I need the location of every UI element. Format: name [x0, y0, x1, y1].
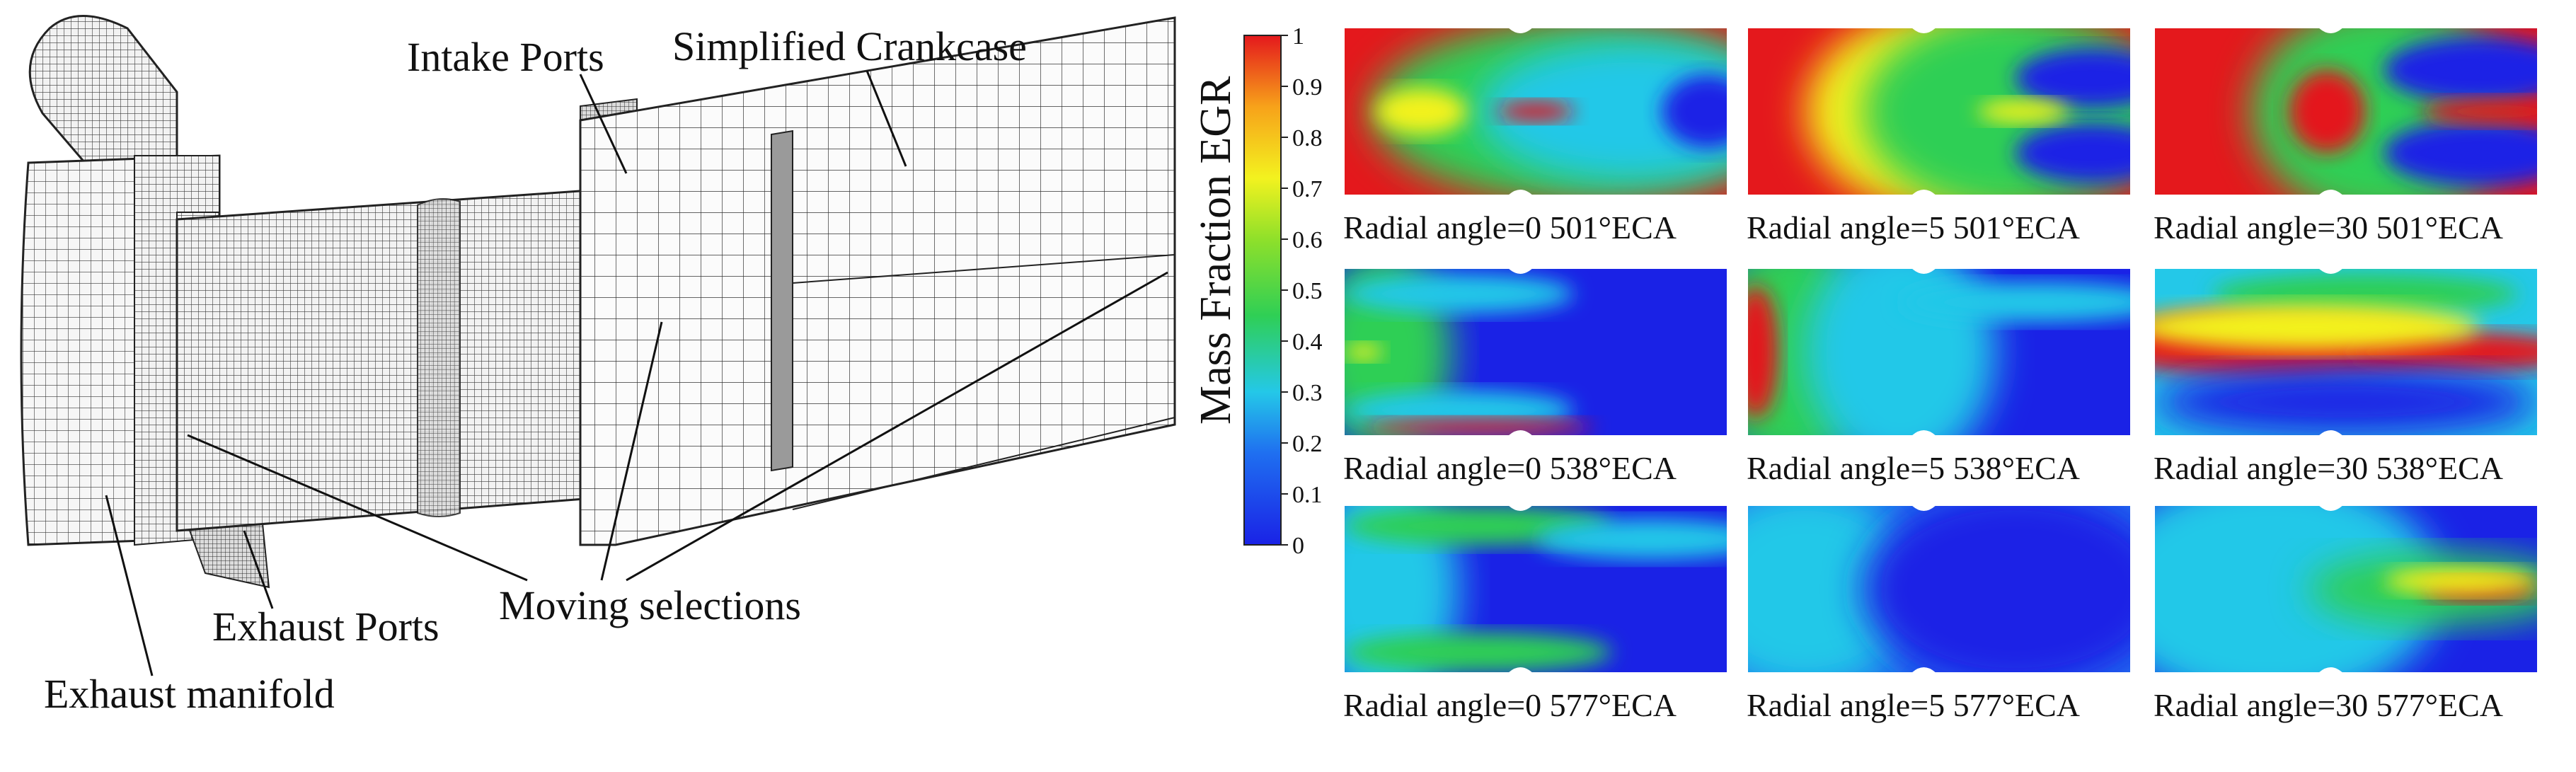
colorbar-tick-label: 0.3	[1292, 380, 1323, 406]
contour-caption: Radial angle=5 501°ECA	[1747, 209, 2080, 246]
contour-region	[1662, 74, 1727, 149]
contour-panel	[1345, 269, 1727, 435]
egr-contour-grid: Radial angle=0 501°ECA Radial angle=5 501…	[1343, 28, 2537, 723]
leader-simplified-crankcase	[866, 70, 907, 167]
port-notch	[1509, 506, 1532, 511]
contour-region	[2016, 122, 2130, 183]
port-notch	[2319, 506, 2342, 511]
contour-panel	[2155, 28, 2537, 195]
contour-region	[2016, 48, 2130, 108]
contour-region	[2212, 274, 2518, 314]
contour-region	[2289, 69, 2365, 154]
port-notch	[1912, 430, 1936, 435]
leader-moving-3	[626, 271, 1168, 582]
port-notch	[1912, 269, 1936, 274]
port-notch	[2319, 269, 2342, 274]
contour-region	[2422, 98, 2537, 125]
contour-panel	[1748, 506, 2130, 672]
label-moving-selections: Moving selections	[499, 582, 801, 628]
contour-region	[1345, 632, 1612, 672]
port-notch	[1912, 190, 1936, 195]
contour-panel	[1748, 28, 2130, 195]
contour-caption: Radial angle=30 577°ECA	[2154, 687, 2503, 723]
label-exhaust-ports: Exhaust Ports	[212, 604, 439, 650]
exhaust-pipe-elbow	[28, 15, 178, 164]
piston-mesh	[771, 129, 793, 472]
port-notch	[1912, 506, 1936, 511]
colorbar-tick-label: 1	[1292, 23, 1304, 50]
leader-moving-1	[187, 434, 528, 582]
contour-panel	[1748, 269, 2130, 435]
colorbar-tick-label: 0.2	[1292, 431, 1323, 457]
contour-region	[2384, 36, 2537, 103]
leader-exhaust-ports	[243, 530, 274, 609]
cylinder-waist	[417, 198, 461, 517]
contour-region	[2155, 304, 2480, 351]
contour-region	[1863, 506, 2130, 672]
contour-caption: Radial angle=0 577°ECA	[1343, 687, 1677, 723]
leader-intake-ports	[579, 74, 628, 174]
contour-region	[1345, 506, 1459, 672]
contour-region	[1345, 343, 1383, 361]
colorbar-gradient	[1243, 35, 1282, 546]
label-intake-ports: Intake Ports	[407, 34, 604, 80]
contour-region	[1497, 101, 1574, 122]
crankcase-edge	[792, 254, 1175, 284]
contour-caption: Radial angle=0 501°ECA	[1343, 209, 1677, 246]
port-notch	[1912, 667, 1936, 672]
contour-region	[1345, 274, 1574, 314]
colorbar-tick-label: 0.8	[1292, 125, 1323, 151]
label-exhaust-manifold: Exhaust manifold	[44, 671, 335, 717]
port-notch	[1912, 28, 1936, 33]
colorbar-tick-label: 0.5	[1292, 278, 1323, 304]
contour-region	[1478, 41, 1727, 182]
contour-caption: Radial angle=30 501°ECA	[2154, 209, 2503, 246]
port-notch	[1509, 28, 1532, 33]
port-notch	[2319, 430, 2342, 435]
contour-region	[2155, 506, 2442, 672]
contour-region	[1805, 269, 1996, 435]
contour-panel	[1345, 506, 1727, 672]
port-notch	[2319, 28, 2342, 33]
port-notch	[1509, 269, 1532, 274]
cylinder-liner-mesh	[176, 186, 631, 532]
colorbar-tick-label: 0.7	[1292, 176, 1323, 202]
port-notch	[2319, 190, 2342, 195]
contour-region	[1536, 519, 1727, 560]
contour-caption: Radial angle=5 538°ECA	[1747, 450, 2080, 486]
colorbar-title: Mass Fraction EGR	[1192, 76, 1240, 425]
colorbar-tick-label: 0.4	[1292, 329, 1323, 355]
port-notch	[1509, 667, 1532, 672]
contour-region	[1375, 88, 1467, 135]
colorbar-tick-label: 0	[1292, 533, 1304, 559]
colorbar: Mass Fraction EGR 1 0.9 0.8 0.7 0.6 0.5 0.4 0.3…	[1192, 23, 1323, 559]
contour-panel	[2155, 269, 2537, 435]
engine-mesh-illustration: Intake Ports Simplified Crankcase Moving…	[20, 15, 1176, 717]
colorbar-ticks: 1 0.9 0.8 0.7 0.6 0.5 0.4 0.3 0.2 0.1 0	[1281, 23, 1323, 559]
contour-region	[2384, 567, 2537, 594]
contour-caption: Radial angle=5 577°ECA	[1747, 687, 2080, 723]
contour-caption: Radial angle=0 538°ECA	[1343, 450, 1677, 486]
contour-region	[1364, 418, 1593, 435]
contour-region	[1977, 100, 2069, 123]
contour-caption: Radial angle=30 538°ECA	[2154, 450, 2503, 486]
port-notch	[2319, 667, 2342, 672]
contour-panel	[2155, 506, 2537, 672]
leader-moving-2	[600, 321, 663, 581]
contour-region	[2155, 369, 2537, 435]
colorbar-tick-label: 0.9	[1292, 74, 1323, 100]
leader-exhaust-manifold	[105, 495, 154, 676]
contour-region	[1901, 282, 2130, 323]
port-notch	[1509, 430, 1532, 435]
contour-panel	[1345, 28, 1727, 195]
colorbar-tick-label: 0.6	[1292, 227, 1323, 253]
crankcase-edge	[792, 417, 1175, 510]
contour-region	[1748, 285, 1779, 419]
contour-region	[2384, 120, 2537, 187]
colorbar-tick-label: 0.1	[1292, 482, 1323, 508]
label-simplified-crankcase: Simplified Crankcase	[672, 23, 1027, 69]
port-notch	[1509, 190, 1532, 195]
